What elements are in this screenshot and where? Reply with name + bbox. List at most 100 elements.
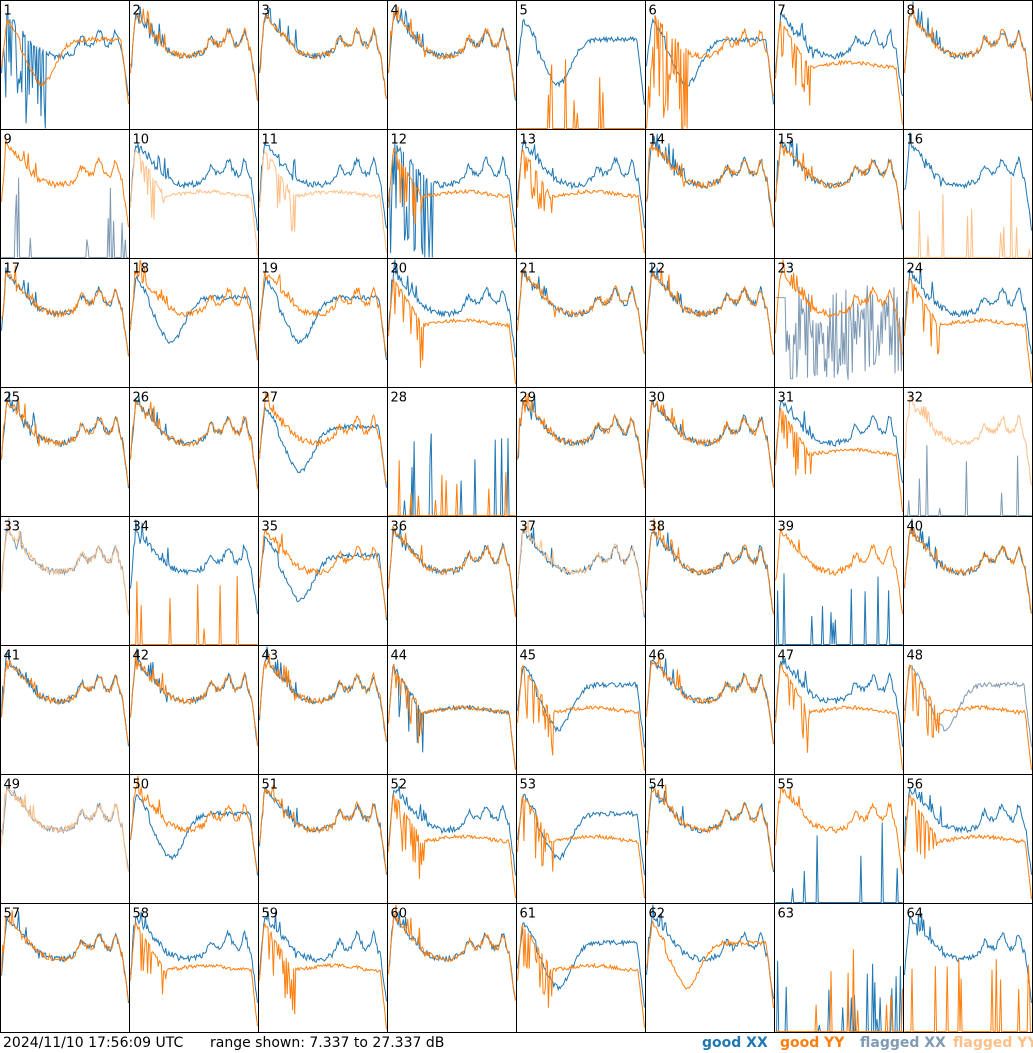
series-yy — [646, 920, 774, 1009]
footer: 2024/11/10 17:56:09 UTC range shown: 7.3… — [0, 1033, 1033, 1053]
series-xx — [646, 904, 774, 999]
series-yy — [517, 664, 645, 771]
series-yy — [388, 147, 516, 253]
panel-label: 41 — [4, 649, 21, 664]
panel-label: 50 — [133, 778, 150, 793]
panel-38: 38 — [645, 516, 775, 646]
panel-29: 29 — [516, 387, 646, 517]
series-yy — [775, 259, 903, 355]
series-yy — [1, 910, 129, 1001]
panel-52: 52 — [387, 774, 517, 904]
panel-label: 24 — [907, 262, 924, 277]
series-xx — [388, 785, 516, 876]
legend-good-yy: good YY — [780, 1035, 845, 1051]
panel-frame — [387, 774, 517, 904]
panel-frame — [645, 645, 775, 775]
series-xx — [259, 141, 387, 229]
panel-59: 59 — [258, 903, 388, 1033]
panel-62: 62 — [645, 903, 775, 1033]
panel-61: 61 — [516, 903, 646, 1033]
panel-31: 31 — [774, 387, 904, 517]
panel-label: 14 — [649, 133, 666, 148]
panel-5: 5 — [516, 0, 646, 130]
panel-42: 42 — [129, 645, 259, 775]
series-xx — [904, 786, 1032, 875]
series-xx — [517, 18, 645, 105]
series-xx — [775, 822, 903, 903]
series-yy — [130, 8, 258, 101]
series-yy — [130, 775, 258, 873]
series-xx — [646, 531, 774, 613]
panel-28: 28 — [387, 387, 517, 517]
panel-9: 9 — [0, 129, 130, 259]
panel-47: 47 — [774, 645, 904, 775]
panel-19: 19 — [258, 258, 388, 388]
panel-frame — [516, 0, 646, 130]
panel-45: 45 — [516, 645, 646, 775]
legend-flagged-xx: flagged XX — [860, 1035, 946, 1051]
panel-label: 27 — [262, 391, 279, 406]
panel-label: 48 — [907, 649, 924, 664]
panel-label: 46 — [649, 649, 666, 664]
panel-frame — [0, 0, 130, 130]
panel-label: 40 — [907, 520, 924, 535]
series-xx — [130, 793, 258, 876]
panel-frame — [129, 387, 259, 517]
panel-frame — [258, 258, 388, 388]
series-yy — [517, 795, 645, 899]
series-xx — [1, 391, 129, 489]
legend-good-xx: good XX — [702, 1035, 768, 1051]
legend-flagged-yy: flagged YY — [953, 1035, 1033, 1051]
panel-6: 6 — [645, 0, 775, 130]
panel-frame — [516, 129, 646, 259]
panel-frame — [258, 0, 388, 130]
series-yy — [517, 267, 645, 354]
series-yy — [904, 527, 1032, 614]
panel-16: 16 — [903, 129, 1033, 259]
panel-frame — [645, 129, 775, 259]
panel-label: 9 — [4, 133, 12, 148]
series-yy — [646, 142, 774, 228]
panel-4: 4 — [387, 0, 517, 130]
panel-label: 64 — [907, 907, 924, 922]
series-yy — [388, 525, 516, 617]
series-xx — [904, 912, 1032, 1003]
panel-21: 21 — [516, 258, 646, 388]
series-yy — [1, 398, 129, 486]
series-xx — [388, 142, 516, 258]
panel-label: 58 — [133, 907, 150, 922]
series-yy — [259, 14, 387, 99]
panel-frame — [387, 516, 517, 646]
series-xx — [517, 269, 645, 354]
panel-frame — [645, 903, 775, 1033]
series-yy — [259, 272, 387, 356]
panel-23: 23 — [774, 258, 904, 388]
panel-label: 25 — [4, 391, 21, 406]
panel-label: 44 — [391, 649, 408, 664]
panel-frame — [129, 903, 259, 1033]
panel-label: 34 — [133, 520, 150, 535]
panel-frame — [516, 258, 646, 388]
series-yy — [775, 527, 903, 615]
series-xx — [130, 143, 258, 231]
panel-label: 47 — [778, 649, 795, 664]
panel-label: 57 — [4, 907, 21, 922]
panel-2: 2 — [129, 0, 259, 130]
panel-24: 24 — [903, 258, 1033, 388]
panel-frame — [645, 258, 775, 388]
panel-label: 2 — [133, 4, 141, 19]
panel-frame — [903, 903, 1033, 1033]
panel-label: 37 — [520, 520, 537, 535]
panel-label: 1 — [4, 4, 12, 19]
panel-7: 7 — [774, 0, 904, 130]
panel-frame — [129, 0, 259, 130]
panel-label: 59 — [262, 907, 279, 922]
panel-label: 6 — [649, 4, 657, 19]
series-yy — [904, 177, 1032, 258]
panel-label: 11 — [262, 133, 279, 148]
panel-37: 37 — [516, 516, 646, 646]
panel-label: 63 — [778, 907, 795, 922]
panel-label: 29 — [520, 391, 537, 406]
panel-label: 42 — [133, 649, 150, 664]
series-yy — [646, 518, 774, 615]
